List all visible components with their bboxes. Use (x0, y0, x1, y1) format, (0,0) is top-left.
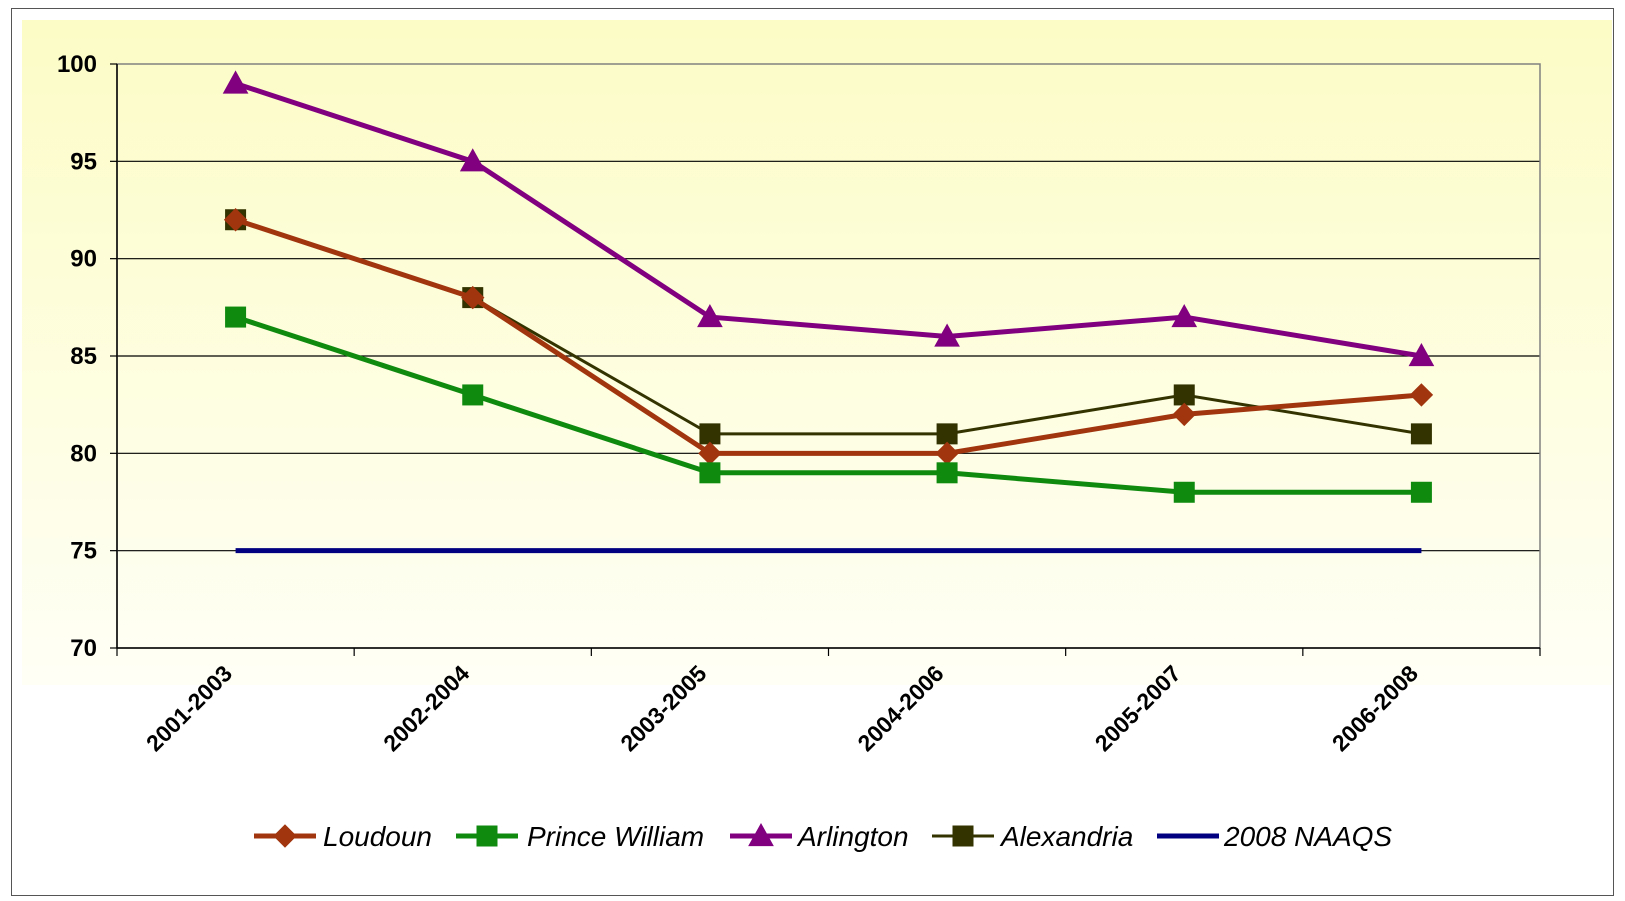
legend-label: Prince William (527, 821, 704, 852)
legend-item: 2008 NAAQS (1157, 821, 1392, 852)
series-line (234, 314, 1422, 495)
y-tick-label: 85 (70, 343, 97, 370)
legend-marker (273, 824, 297, 848)
data-point (1171, 304, 1198, 328)
y-tick-label: 90 (70, 246, 97, 273)
data-point (222, 70, 249, 94)
data-point (223, 208, 248, 232)
legend-item: Alexandria (932, 821, 1133, 852)
legend-marker (748, 822, 774, 847)
data-point (936, 423, 958, 445)
data-point (225, 306, 247, 328)
y-axis-tick-labels: 70 75 80 85 90 95 100 (57, 51, 97, 662)
data-point (697, 304, 723, 328)
data-point (1173, 384, 1195, 406)
data-point (1408, 342, 1435, 367)
legend-marker (476, 825, 498, 847)
legend-label: 2008 NAAQS (1223, 821, 1392, 852)
legend-label: Arlington (796, 821, 909, 852)
series-prince-william (225, 306, 1432, 503)
data-point (1409, 383, 1434, 407)
series-lines (222, 70, 1435, 554)
data-point (1172, 402, 1196, 427)
series-arlington (222, 70, 1435, 367)
data-point (699, 462, 721, 484)
data-point (1410, 481, 1432, 503)
axes (110, 63, 1541, 656)
y-tick-label: 95 (70, 148, 97, 175)
y-tick-label: 80 (70, 440, 97, 467)
series-loudoun (223, 208, 1434, 466)
plot-background (22, 20, 1612, 685)
legend-label: Alexandria (999, 821, 1133, 852)
legend-label: Loudoun (323, 821, 432, 852)
legend-item: Loudoun (254, 821, 432, 852)
series-line (234, 81, 1422, 359)
y-tick-label: 100 (57, 51, 97, 78)
data-point (1173, 481, 1195, 503)
legend-item: Prince William (456, 821, 704, 852)
legend-item: Arlington (730, 821, 909, 852)
legend-marker (952, 825, 974, 847)
series-line (234, 217, 1422, 456)
data-point (934, 323, 960, 347)
data-point (699, 423, 721, 445)
data-point (462, 384, 484, 406)
data-point (459, 148, 486, 172)
y-tick-label: 75 (70, 538, 97, 565)
data-point (936, 462, 958, 484)
legend: Loudoun Prince William Arlington Alexandria… (254, 821, 1392, 852)
y-tick-label: 70 (70, 635, 97, 662)
data-point (1410, 423, 1432, 445)
data-point (461, 285, 485, 310)
